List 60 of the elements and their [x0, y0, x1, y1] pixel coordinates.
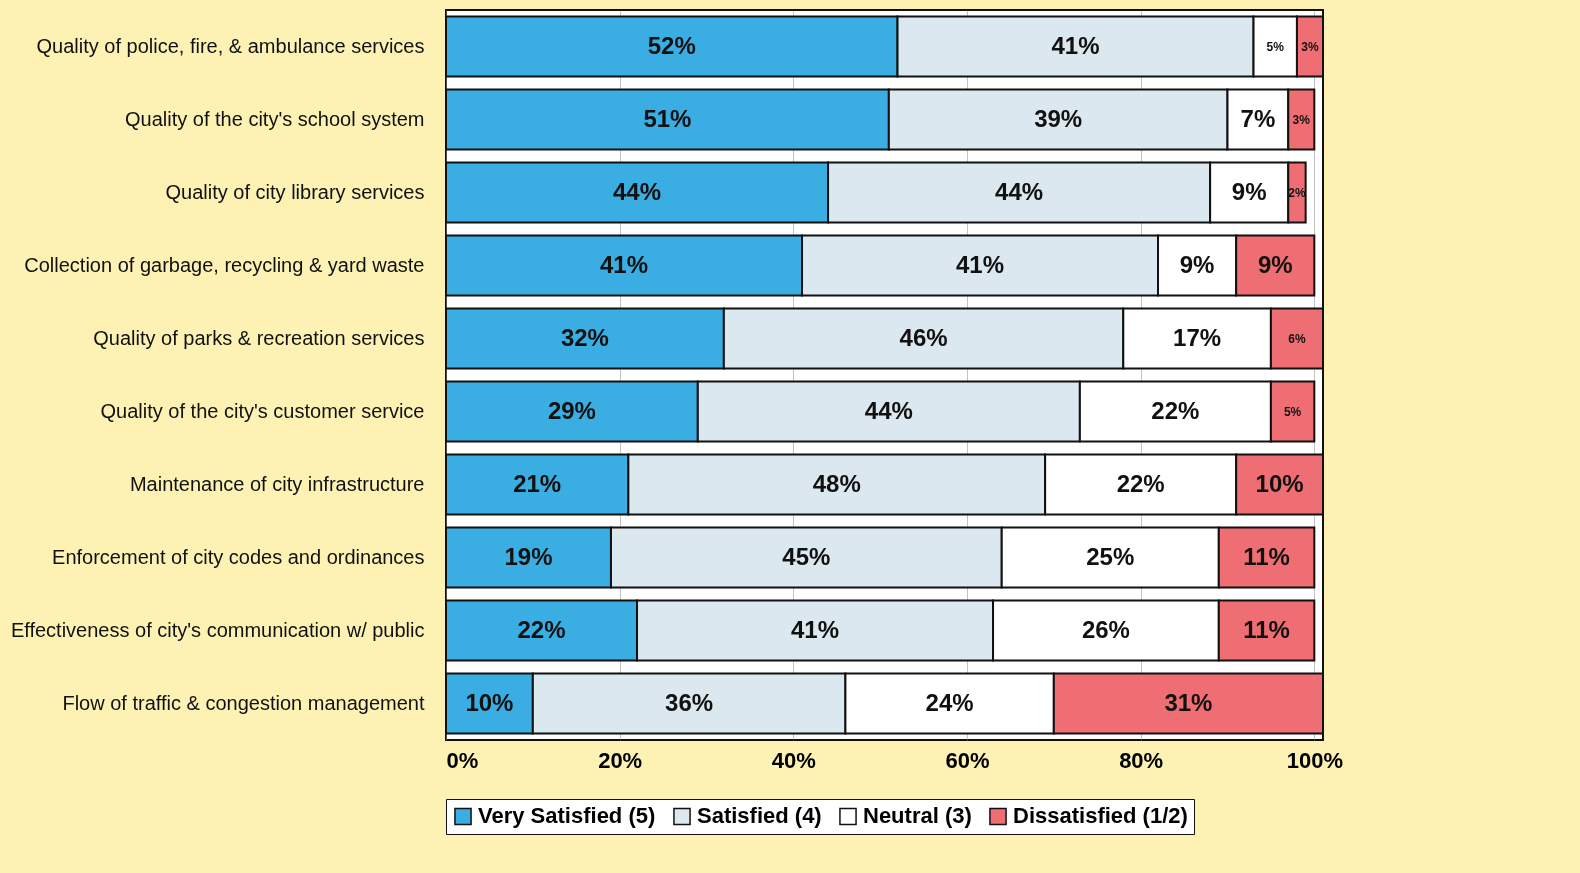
data-label: 29%	[547, 396, 596, 424]
data-label: 21%	[513, 469, 562, 497]
data-label: 22%	[1116, 469, 1165, 497]
data-label: 51%	[643, 104, 692, 132]
y-tick-label: Maintenance of city infrastructure	[129, 472, 425, 495]
y-tick-label: Quality of parks & recreation services	[93, 326, 425, 349]
x-tick-label: 40%	[771, 747, 816, 773]
data-label: 5%	[1266, 39, 1285, 54]
data-label: 17%	[1173, 323, 1222, 351]
legend-label: Satisfied (4)	[697, 803, 822, 829]
legend-label: Very Satisfied (5)	[478, 803, 656, 829]
data-label: 44%	[613, 177, 662, 205]
data-label: 26%	[1081, 615, 1130, 643]
data-label: 11%	[1243, 615, 1290, 643]
y-tick-label: Flow of traffic & congestion management	[62, 691, 425, 714]
data-label: 11%	[1243, 542, 1290, 570]
legend-label: Dissatisfied (1/2)	[1013, 803, 1188, 829]
data-label: 22%	[517, 615, 566, 643]
x-tick-label: 20%	[598, 747, 643, 773]
data-label: 46%	[899, 323, 948, 351]
y-tick-label: Quality of city library services	[165, 180, 425, 203]
data-label: 9%	[1257, 250, 1293, 278]
data-label: 3%	[1292, 112, 1311, 127]
data-label: 41%	[791, 615, 840, 643]
data-label: 19%	[504, 542, 553, 570]
data-label: 10%	[1255, 469, 1304, 497]
data-label: 45%	[782, 542, 831, 570]
data-label: 44%	[864, 396, 913, 424]
data-label: 9%	[1231, 177, 1267, 205]
y-tick-label: Enforcement of city codes and ordinances	[52, 545, 425, 568]
data-label: 48%	[812, 469, 861, 497]
data-label: 22%	[1151, 396, 1200, 424]
data-label: 5%	[1283, 404, 1302, 419]
x-tick-label: 0%	[446, 747, 479, 773]
data-label: 41%	[1051, 31, 1100, 59]
data-label: 31%	[1164, 688, 1213, 716]
data-label: 10%	[465, 688, 514, 716]
data-label: 3%	[1301, 39, 1319, 54]
data-label: 7%	[1240, 104, 1276, 132]
data-label: 41%	[599, 250, 649, 278]
y-tick-label: Quality of police, fire, & ambulance services	[36, 34, 425, 57]
x-tick-label: 80%	[1119, 747, 1164, 773]
y-tick-label: Quality of the city's customer service	[100, 399, 425, 422]
data-label: 25%	[1086, 542, 1135, 570]
data-label: 41%	[955, 250, 1005, 278]
data-label: 6%	[1288, 331, 1306, 346]
data-label: 2%	[1288, 185, 1306, 200]
y-tick-label: Collection of garbage, recycling & yard waste	[24, 253, 425, 276]
x-tick-label: 100%	[1286, 747, 1343, 773]
legend-label: Neutral (3)	[863, 803, 972, 829]
data-label: 24%	[925, 688, 974, 716]
data-label: 36%	[665, 688, 714, 716]
y-tick-label: Effectiveness of city's communication w/ public	[10, 618, 425, 641]
data-label: 32%	[560, 323, 609, 351]
data-label: 9%	[1179, 250, 1215, 278]
x-tick-label: 60%	[945, 747, 990, 773]
data-label: 52%	[647, 31, 696, 59]
data-label: 39%	[1034, 104, 1083, 132]
y-tick-label: Quality of the city's school system	[125, 107, 425, 130]
data-label: 44%	[995, 177, 1044, 205]
